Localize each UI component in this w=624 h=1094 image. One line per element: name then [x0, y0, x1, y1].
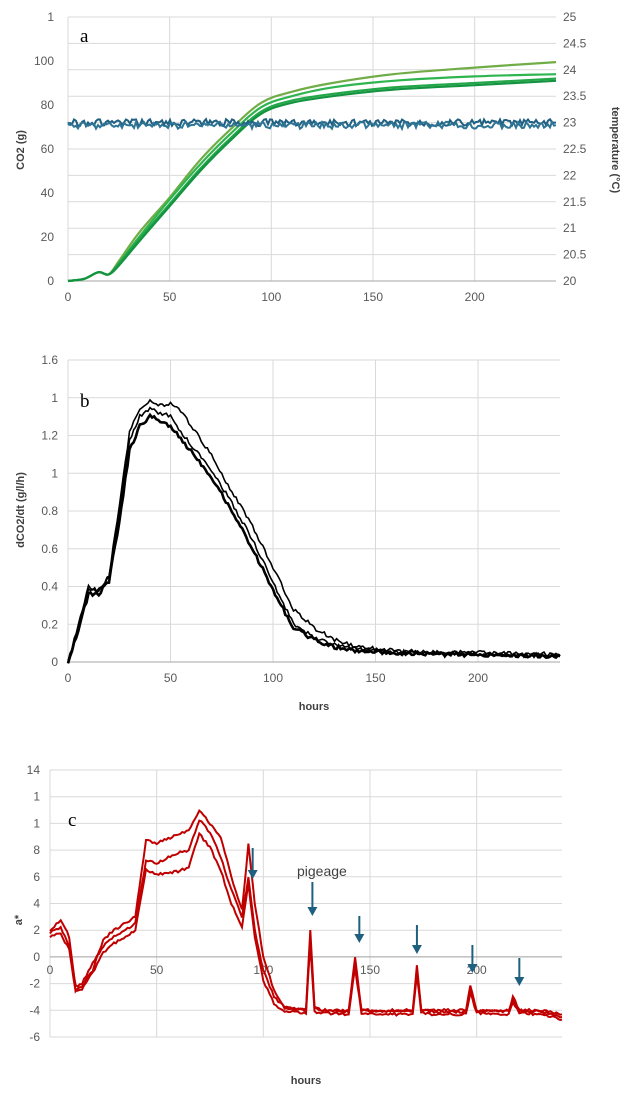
panel-c-y-tick-label: 4	[33, 897, 40, 911]
panel-a-y2-tick-label: 21.5	[563, 195, 587, 209]
panel-b-x-tick-label: 100	[263, 671, 283, 685]
panel-c-y-tick-label: -2	[29, 977, 40, 991]
panel-c-y-tick-label: -6	[29, 1030, 40, 1044]
panel-c-series	[49, 808, 563, 1022]
panel-c-label: c	[68, 810, 76, 831]
panel-c-x-tick-label: 0	[47, 963, 54, 977]
panel-a-label: a	[80, 26, 89, 47]
panel-c-arrow-head	[354, 934, 365, 943]
panel-a-y2-tick-label: 20.5	[563, 248, 587, 262]
panel-a-y-tick-label: 1	[47, 10, 54, 24]
panel-b-rate-line	[66, 412, 561, 664]
panel-c-arrow-head	[467, 964, 478, 973]
panel-a-y-tick-label: 60	[41, 142, 55, 156]
panel-b-y-tick-label: 0.6	[41, 542, 58, 556]
panel-b-y-tick-label: 1.2	[41, 429, 58, 443]
panel-c-y-tick-label: 1	[33, 816, 40, 830]
panel-a-y-axis-label: CO2 (g)	[15, 130, 27, 170]
panel-c-y-axis-label: a*	[13, 914, 25, 925]
panel-a-co2-line	[67, 61, 557, 283]
panel-c-arrow-head	[247, 870, 258, 879]
panel-a-x-tick-label: 0	[65, 290, 72, 304]
panel-a-y2-axis-label: temperature (°C)	[609, 107, 621, 194]
panel-c-x-axis-label: hours	[291, 1075, 322, 1087]
panel-c-y-tick-label: 1	[33, 790, 40, 804]
panel-a-y-tick-label: 0	[47, 274, 54, 288]
panel-a-y-ticks: 0 20 40 60 80 100 1	[34, 10, 54, 288]
panel-c-y-tick-label: 6	[33, 870, 40, 884]
panel-c-y-tick-label: 8	[33, 843, 40, 857]
panel-b-rate-line	[67, 406, 561, 662]
panel-a-x-tick-label: 200	[465, 290, 485, 304]
panel-a-y2-tick-label: 23	[563, 116, 577, 130]
panel-a-y-tick-label: 40	[41, 186, 55, 200]
panel-c-astar-line	[49, 831, 563, 1022]
panel-a-y2-tick-label: 24.5	[563, 36, 587, 50]
panel-c-pigeage-arrows	[247, 848, 525, 986]
panel-c-y-tick-label: 2	[33, 923, 40, 937]
panel-b-x-tick-label: 200	[468, 671, 488, 685]
panel-a-co2-line	[67, 79, 557, 283]
panel-b-y-ticks: 0 0.2 0.4 0.6 0.8 1 1.2 1 1.6	[41, 353, 58, 669]
panel-a-co2-line	[67, 73, 557, 283]
panel-b-x-tick-label: 50	[164, 671, 178, 685]
panel-a-x-tick-label: 100	[261, 290, 281, 304]
panel-a-x-tick-label: 50	[163, 290, 177, 304]
panel-a-series	[67, 61, 557, 283]
panel-a-y-tick-label: 80	[41, 98, 55, 112]
panel-b-rate-line	[67, 398, 561, 661]
panel-b-y-tick-label: 0	[51, 655, 58, 669]
panel-b-y-tick-label: 1	[51, 391, 58, 405]
panel-a-y2-tick-label: 21	[563, 221, 577, 235]
panel-b-x-axis-label: hours	[299, 701, 330, 713]
panel-b-gridlines	[67, 359, 560, 663]
panel-a-y2-tick-label: 23.5	[563, 89, 587, 103]
panel-a-temperature-line	[67, 117, 556, 129]
panel-a-temperature-line	[67, 119, 557, 132]
panel-b-x-ticks: 0 50 100 150 200	[65, 671, 489, 685]
panel-a-gridlines	[67, 16, 556, 282]
panel-c-y-tick-label: 14	[27, 763, 41, 777]
panel-a-co2-line	[67, 77, 557, 283]
panel-a-y2-ticks: 20 20.5 21 21.5 22 22.5 23 23.5 24 24.5 25	[563, 10, 587, 288]
panel-a-y-tick-label: 20	[41, 230, 55, 244]
panel-b-series	[66, 398, 561, 664]
panel-a-x-ticks: 0 50 100 150 200	[65, 290, 485, 304]
panel-c-y-tick-label: -4	[29, 1003, 40, 1017]
panel-a-y2-tick-label: 24	[563, 63, 577, 77]
panel-a-y2-tick-label: 20	[563, 274, 577, 288]
panel-c-x-tick-label: 150	[360, 963, 380, 977]
panel-a-y2-tick-label: 22	[563, 168, 577, 182]
panel-c-arrow-head	[411, 945, 422, 954]
panel-b-y-tick-label: 0.4	[41, 580, 58, 594]
panel-c-gridlines	[49, 769, 562, 1038]
panel-a-y2-tick-label: 25	[563, 10, 577, 24]
panel-a-x-tick-label: 150	[363, 290, 383, 304]
panel-a-y-tick-label: 100	[34, 54, 54, 68]
panel-c-y-tick-label: 0	[33, 950, 40, 964]
panel-c-x-tick-label: 50	[150, 963, 164, 977]
panel-b-label: b	[80, 391, 90, 412]
panel-c-annotation-pigeage: pigeage	[297, 863, 347, 879]
panel-b: 0 50 100 150 200 0 0.2 0.4 0.6 0.8 1 1.2 1 1.6 dCO2/…	[15, 353, 561, 713]
panel-b-y-tick-label: 0.2	[41, 617, 58, 631]
panel-b-y-tick-label: 1.6	[41, 353, 58, 367]
panel-b-y-tick-label: 1	[51, 466, 58, 480]
panel-b-y-tick-label: 0.8	[41, 504, 58, 518]
panel-c-arrow-head	[514, 977, 525, 986]
panel-b-x-tick-label: 150	[365, 671, 385, 685]
panel-c-arrow-head	[307, 907, 318, 916]
panel-a-y2-tick-label: 22.5	[563, 142, 587, 156]
panel-b-y-axis-label: dCO2/dt (g/l/h)	[15, 472, 27, 548]
panel-b-x-tick-label: 0	[65, 671, 72, 685]
